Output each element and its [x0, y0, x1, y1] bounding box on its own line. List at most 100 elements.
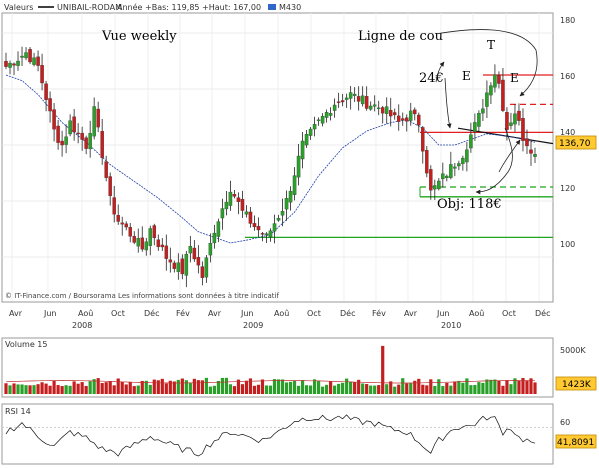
- candle-body-83: [336, 101, 341, 103]
- volume-bar-22: [92, 379, 96, 394]
- volume-bar-36: [148, 384, 152, 394]
- candle-body-29: [120, 222, 124, 225]
- ytick-180: 180: [560, 16, 575, 25]
- candle-body-120: [485, 92, 489, 107]
- candle-body-130: [525, 138, 529, 147]
- volume-bar-84: [341, 382, 345, 394]
- candlesticks: [4, 46, 537, 288]
- volume-bar-119: [481, 382, 485, 394]
- volume-bar-68: [276, 379, 281, 394]
- volume-bar-81: [329, 381, 333, 394]
- candle-body-63: [256, 226, 261, 231]
- volume-bar-32: [132, 386, 136, 394]
- candle-body-117: [473, 122, 477, 132]
- volume-bar-52: [212, 385, 216, 394]
- candle-body-119: [481, 108, 485, 114]
- x-axis: Avr Jun Aoû Oct Déc Fév Avr Jun Aoû Oct …: [2, 301, 553, 330]
- volume-bar-31: [128, 382, 132, 394]
- legend-symbol: UNIBAIL-RODAM: [57, 3, 122, 12]
- volume-bar-35: [144, 380, 148, 394]
- price-panel-frame: [1, 12, 554, 303]
- xtick-dec-2008: Déc: [144, 308, 159, 318]
- candle-body-12: [52, 109, 56, 130]
- volume-bar-115: [465, 378, 469, 394]
- candle-body-86: [348, 92, 353, 99]
- volume-bar-80: [325, 384, 329, 394]
- volume-bar-39: [160, 378, 164, 394]
- volume-bar-14: [60, 386, 64, 394]
- volume-bar-113: [457, 380, 461, 394]
- xtick-oct-2010: Oct: [502, 309, 516, 318]
- volume-bar-28: [116, 378, 120, 394]
- volume-bar-27: [112, 385, 116, 394]
- volume-bar-97: [393, 386, 397, 394]
- candle-body-46: [188, 245, 193, 254]
- candle-body-69: [280, 211, 285, 216]
- candle-body-13: [56, 125, 60, 143]
- candle-body-123: [497, 75, 501, 84]
- candle-body-0: [4, 60, 8, 67]
- candle-body-131: [529, 149, 533, 154]
- candle-body-5: [24, 52, 28, 59]
- candle-body-126: [509, 122, 513, 126]
- annotation-target: Obj: 118€: [437, 197, 502, 212]
- candle-body-125: [505, 112, 509, 130]
- candle-body-24: [100, 131, 104, 158]
- candle-body-37: [152, 225, 157, 239]
- candle-body-32: [132, 236, 136, 243]
- candle-body-19: [80, 132, 84, 140]
- price-y-axis: 180 160 140 120 100: [560, 16, 575, 249]
- volume-bar-129: [521, 377, 525, 394]
- candle-body-33: [136, 238, 140, 247]
- volume-bar-0: [4, 383, 8, 394]
- volume-bar-64: [260, 379, 265, 394]
- volume-bar-1: [8, 385, 12, 394]
- volume-bar-16: [68, 385, 72, 394]
- candle-body-54: [220, 208, 225, 219]
- candle-body-36: [148, 228, 153, 246]
- volume-bar-54: [220, 377, 225, 394]
- candle-body-93: [376, 107, 381, 110]
- xtick-fev-2009: Fév: [176, 308, 190, 318]
- candle-body-65: [264, 233, 269, 235]
- year-2010: 2010: [441, 321, 461, 330]
- candle-body-68: [276, 218, 281, 221]
- volume-bar-76: [308, 385, 313, 394]
- volume-bar-91: [369, 385, 373, 394]
- volume-bar-56: [228, 384, 233, 394]
- annotation-shoulder-left: E: [462, 69, 471, 83]
- volume-bar-26: [108, 380, 112, 394]
- volume-bar-73: [296, 385, 301, 394]
- candle-body-58: [236, 197, 241, 202]
- volume-bar-10: [44, 383, 48, 394]
- candle-body-94: [380, 107, 385, 114]
- candle-body-92: [372, 104, 377, 107]
- candle-body-129: [521, 117, 525, 141]
- candle-body-104: [421, 127, 425, 152]
- candle-body-22: [92, 106, 96, 137]
- last-price-box: [555, 135, 597, 150]
- arrow-target: [475, 127, 513, 195]
- xtick-dec-2010: Déc: [535, 308, 550, 318]
- candle-body-28: [116, 215, 120, 222]
- candle-body-4: [20, 55, 24, 58]
- candle-body-53: [216, 221, 221, 237]
- candle-body-108: [437, 180, 441, 190]
- candle-body-77: [312, 124, 317, 130]
- xtick-avr-2010: Avr: [404, 309, 418, 318]
- volume-bar-126: [509, 384, 513, 394]
- candle-body-121: [489, 85, 493, 96]
- volume-bar-99: [401, 378, 405, 394]
- candle-body-99: [400, 118, 405, 121]
- volume-bar-57: [232, 386, 237, 394]
- volume-bar-43: [176, 379, 180, 394]
- volume-panel: Volume 15 5000K 1423K: [1, 337, 597, 398]
- candle-body-89: [360, 95, 365, 105]
- volume-bar-30: [124, 384, 128, 394]
- candle-body-110: [445, 175, 449, 179]
- candle-body-56: [228, 191, 233, 206]
- candle-body-61: [248, 211, 253, 224]
- volume-bar-44: [180, 378, 184, 394]
- volume-bar-101: [409, 383, 413, 394]
- xtick-oct-2008: Oct: [111, 309, 125, 318]
